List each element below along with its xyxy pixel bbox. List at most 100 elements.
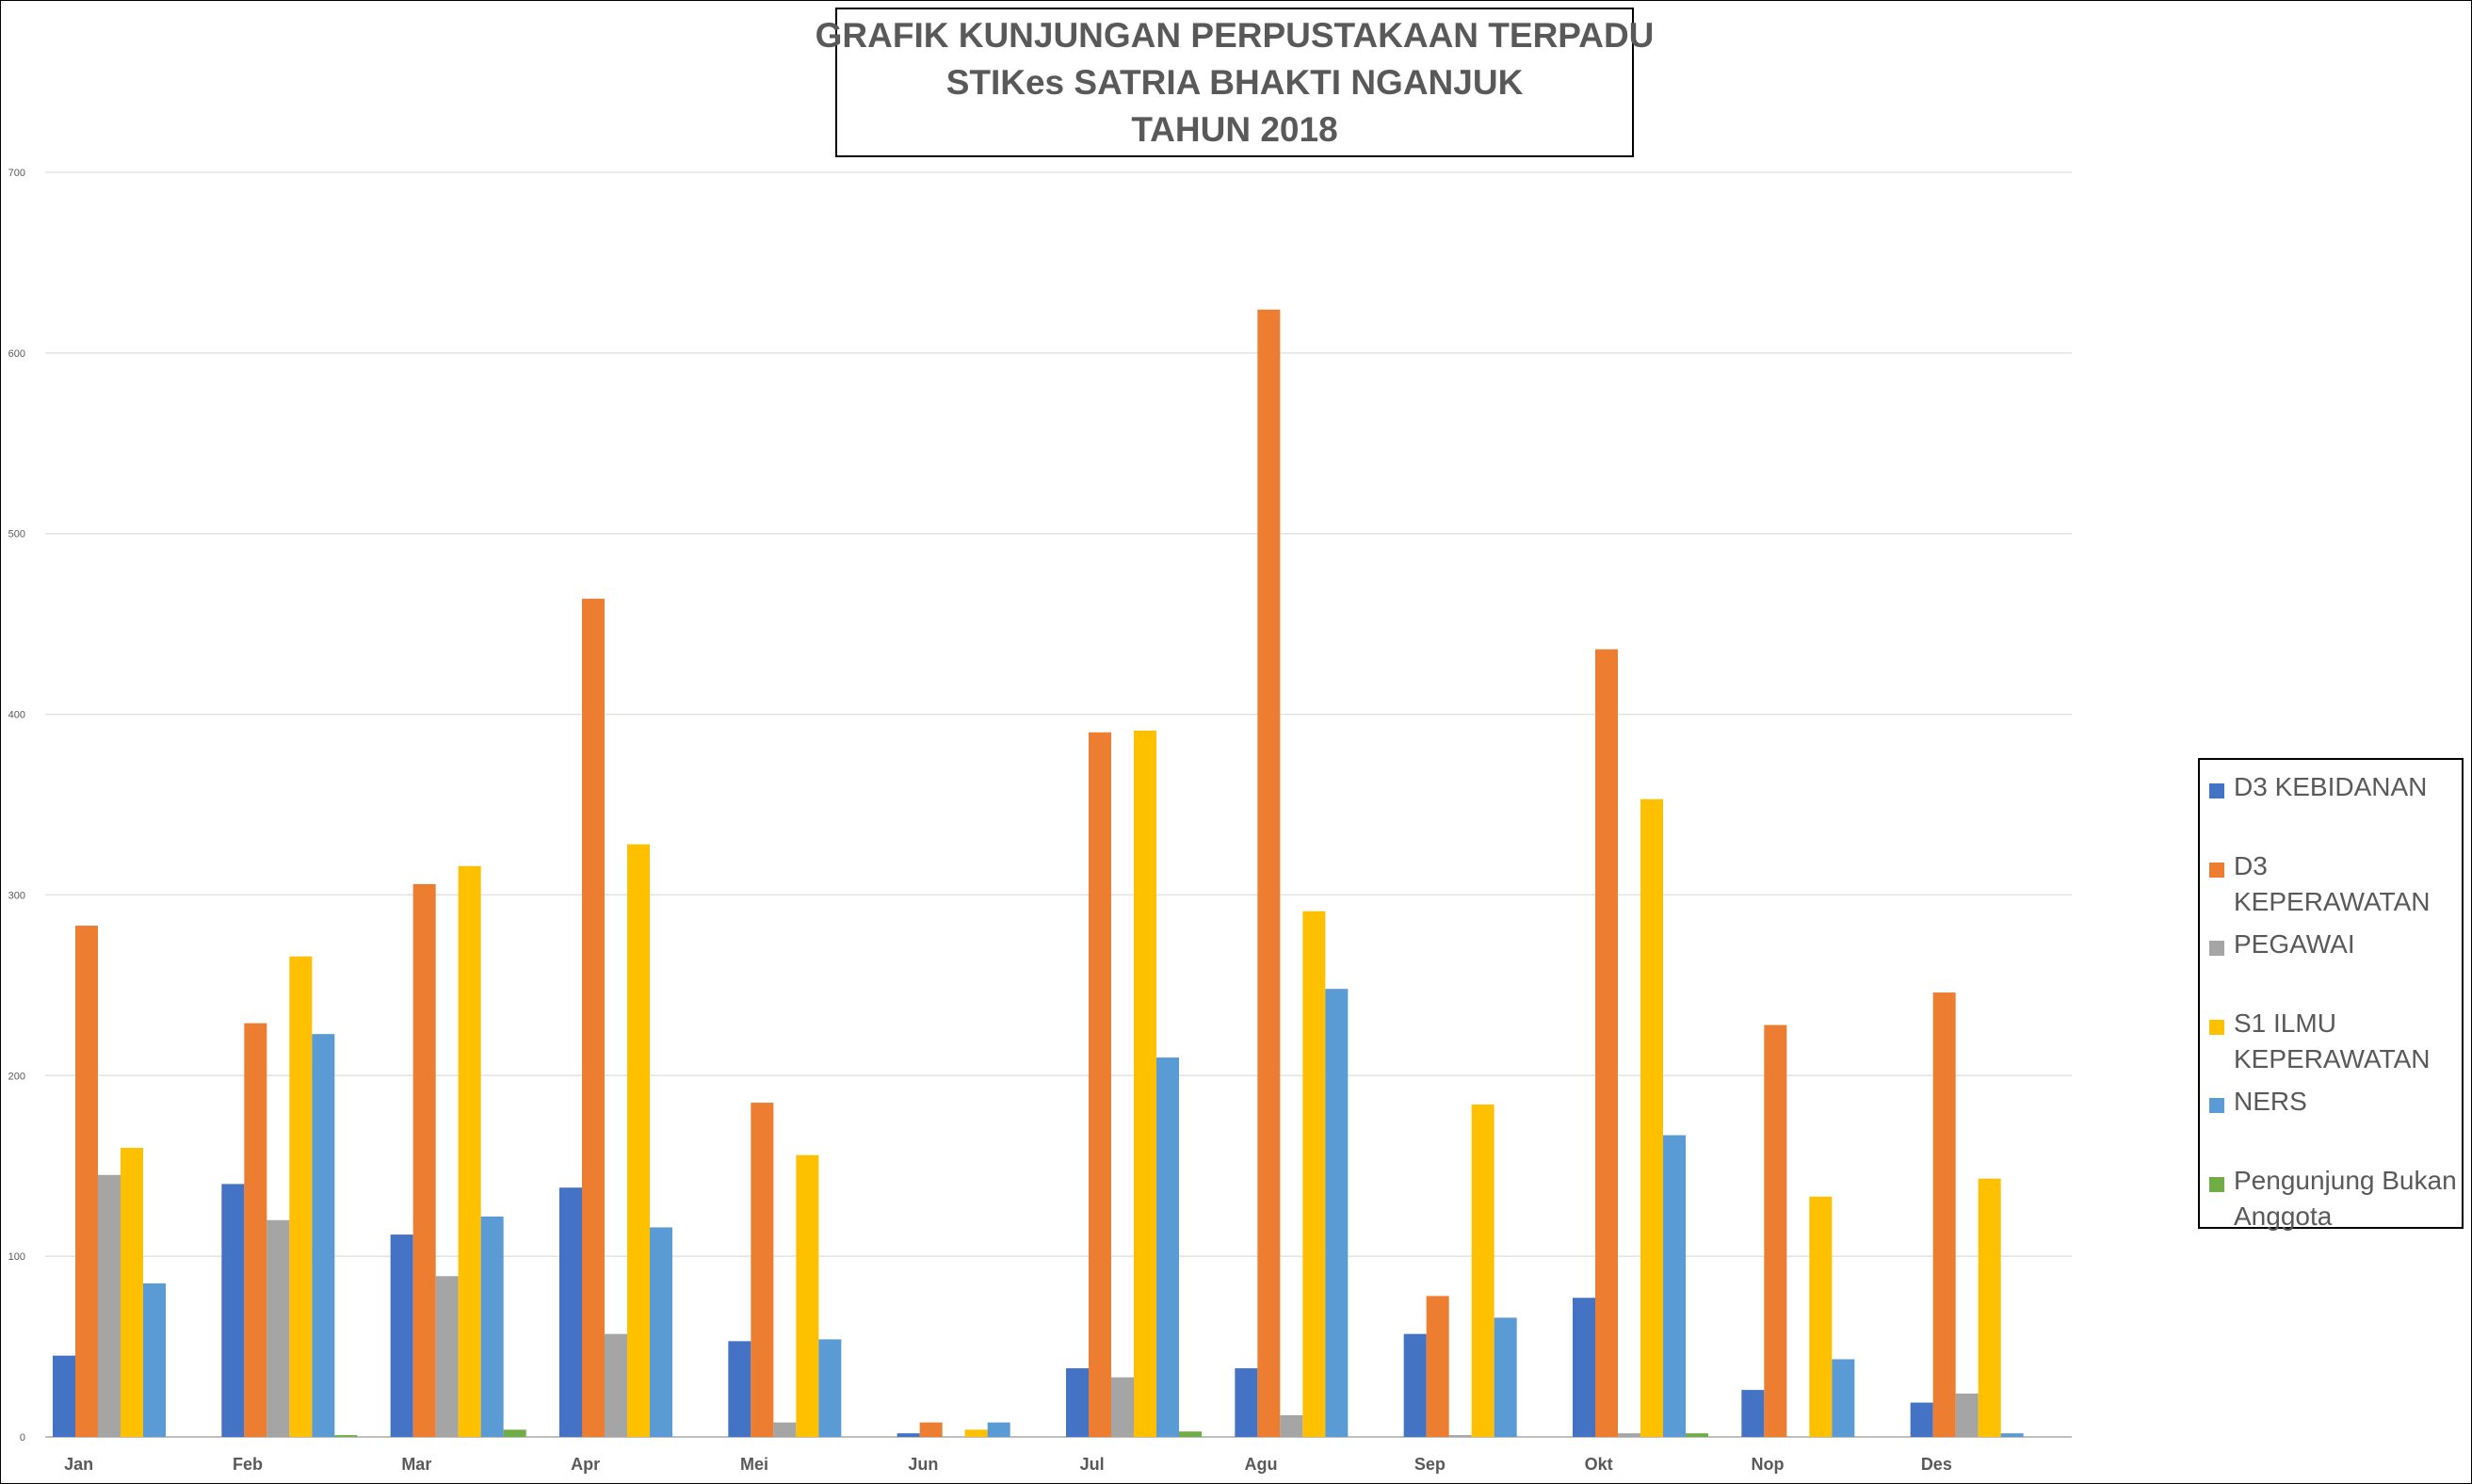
bar: [1471, 1104, 1495, 1437]
bar: [1741, 1390, 1765, 1437]
bar: [1066, 1368, 1089, 1437]
y-tick-label: 500: [8, 529, 25, 540]
bar: [1832, 1359, 1855, 1437]
chart-title-line-3: TAHUN 2018: [1131, 109, 1338, 149]
x-tick-label: Sep: [1414, 1455, 1446, 1474]
gridlines: [45, 171, 2072, 1438]
chart-title-line-1: GRAFIK KUNJUNGAN PERPUSTAKAAN TERPADU: [815, 15, 1655, 55]
bar: [1156, 1057, 1179, 1437]
bar: [1932, 992, 1956, 1437]
bar: [1573, 1298, 1595, 1437]
legend-label: Pengunjung Bukan Anggota: [2234, 1165, 2457, 1231]
bar: [458, 865, 481, 1437]
bar: [1640, 798, 1663, 1437]
legend-item-pegawai: PEGAWAI: [2209, 927, 2462, 1006]
legend-swatch: [2209, 862, 2224, 878]
bar: [818, 1339, 842, 1437]
chart-title: GRAFIK KUNJUNGAN PERPUSTAKAAN TERPADU ST…: [816, 8, 1654, 157]
bar: [75, 926, 98, 1437]
legend-label: NERS: [2234, 1087, 2307, 1116]
y-tick-label: 300: [8, 890, 25, 901]
bar: [143, 1282, 166, 1437]
bar: [650, 1227, 672, 1437]
x-tick-label: Jan: [64, 1455, 93, 1474]
x-tick-label: Jun: [908, 1455, 938, 1474]
legend-swatch: [2209, 1176, 2224, 1192]
bar: [919, 1422, 943, 1437]
x-tick-label: Nop: [1752, 1455, 1785, 1474]
bar: [1235, 1368, 1258, 1437]
bars: [53, 309, 2024, 1438]
bar: [1978, 1178, 2001, 1437]
bar: [390, 1234, 413, 1437]
bar: [98, 1174, 121, 1437]
bar: [53, 1355, 75, 1437]
y-tick-label: 100: [8, 1251, 25, 1263]
bar: [1111, 1377, 1134, 1437]
legend-item-d3-keperawatan: D3 KEPERAWATAN: [2209, 848, 2462, 928]
bar: [627, 844, 650, 1437]
bar: [987, 1422, 1010, 1437]
legend-label: PEGAWAI: [2234, 929, 2355, 959]
bar: [559, 1187, 582, 1437]
bar: [605, 1333, 627, 1437]
legend-swatch: [2209, 941, 2224, 956]
bar: [289, 956, 313, 1437]
legend-swatch: [2209, 1098, 2224, 1113]
x-tick-label: Jul: [1080, 1455, 1105, 1474]
legend-item-ners: NERS: [2209, 1084, 2462, 1163]
y-tick-label: 700: [8, 168, 25, 179]
x-tick-label: Agu: [1245, 1455, 1278, 1474]
bar: [1257, 309, 1281, 1438]
x-tick-label: Apr: [571, 1455, 600, 1474]
bar: [1809, 1196, 1833, 1437]
bar: [964, 1429, 988, 1437]
bar: [773, 1422, 797, 1437]
bar: [1663, 1135, 1686, 1437]
legend-swatch: [2209, 783, 2224, 798]
bar: [221, 1184, 245, 1437]
y-tick-label: 0: [20, 1432, 25, 1444]
bar: [1179, 1431, 1202, 1437]
bar: [1403, 1333, 1427, 1437]
bar: [2000, 1433, 2024, 1437]
bar: [1686, 1433, 1708, 1437]
y-tick-label: 200: [8, 1071, 25, 1082]
chart-title-line-2: STIKes SATRIA BHAKTI NGANJUK: [945, 62, 1524, 102]
bar: [796, 1154, 819, 1437]
chart-legend: D3 KEBIDANAN D3 KEPERAWATAN PEGAWAI S1 I…: [2198, 758, 2464, 1231]
bar: [334, 1435, 358, 1437]
bar: [1494, 1317, 1517, 1437]
y-axis-tick-labels: 0 100 200 300 400 500 600 700: [8, 168, 25, 1444]
bar: [1302, 911, 1326, 1437]
bar: [435, 1276, 459, 1437]
bar: [897, 1433, 920, 1437]
bar: [121, 1148, 143, 1437]
legend-item-pengunjung-bukan-anggota: Pengunjung Bukan Anggota: [2209, 1163, 2462, 1242]
x-tick-label: Mar: [401, 1455, 431, 1474]
bar: [1134, 730, 1156, 1437]
legend-label: D3 KEPERAWATAN: [2234, 850, 2431, 916]
legend-label: D3 KEBIDANAN: [2234, 772, 2428, 801]
y-tick-label: 600: [8, 348, 25, 360]
y-tick-label: 400: [8, 710, 25, 721]
bar: [582, 598, 605, 1437]
bar: [1280, 1414, 1303, 1437]
bar: [1325, 989, 1349, 1437]
legend-label: S1 ILMU KEPERAWATAN: [2234, 1008, 2431, 1073]
bar: [1426, 1296, 1449, 1437]
x-tick-label: Des: [1921, 1455, 1952, 1474]
bar: [1764, 1024, 1787, 1437]
bar: [480, 1216, 504, 1437]
bar: [728, 1341, 751, 1437]
bar: [751, 1103, 774, 1437]
legend-item-s1-ilmu-keperawatan: S1 ILMU KEPERAWATAN: [2209, 1006, 2462, 1085]
bar: [412, 883, 436, 1437]
x-tick-label: Mei: [740, 1455, 768, 1474]
legend-swatch: [2209, 1019, 2224, 1035]
bar: [1448, 1435, 1472, 1437]
bar: [267, 1219, 290, 1437]
x-tick-label: Okt: [1585, 1455, 1613, 1474]
bar: [1595, 649, 1618, 1437]
